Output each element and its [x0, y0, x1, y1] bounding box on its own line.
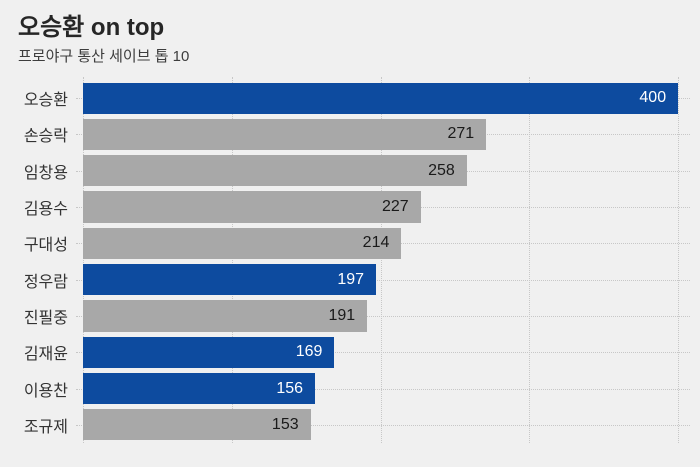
category-label: 진필중: [23, 309, 68, 327]
bar-이용찬: 156: [83, 372, 316, 405]
chart-row: 김용수 227: [0, 189, 700, 225]
value-label: 400: [639, 89, 667, 107]
row-gridline: [76, 279, 690, 281]
bar-구대성: 214: [83, 227, 402, 259]
value-label: 271: [447, 125, 475, 143]
gridline-x-400: [678, 77, 680, 443]
vertical-gridlines: [83, 77, 690, 443]
chart-row: 정우람 197: [0, 261, 700, 297]
rows: 오승환 400 손승락 271 임창용 258 김용수 227 구대성 214 정우람 197 진필중 1…: [0, 80, 700, 443]
value-label: 156: [276, 379, 304, 397]
chart-row: 김재윤 169: [0, 334, 700, 370]
chart-header: 오승환 on top 프로야구 통산 세이브 톱 10: [18, 13, 189, 66]
gridline-x-100: [231, 77, 233, 443]
chart-subtitle: 프로야구 통산 세이브 톱 10: [18, 48, 190, 65]
category-label: 이용찬: [23, 382, 68, 400]
bar-track: 169: [76, 334, 690, 370]
value-label: 227: [382, 198, 409, 216]
category-label: 손승락: [23, 128, 68, 146]
value-label: 214: [362, 234, 390, 252]
bar-track: 153: [76, 407, 690, 443]
bar-chart: 오승환 400 손승락 271 임창용 258 김용수 227 구대성 214 정우람 197 진필중 1…: [0, 77, 700, 443]
category-label: 오승환: [23, 92, 68, 110]
chart-row: 손승락 271: [0, 116, 700, 152]
bar-진필중: 191: [83, 300, 368, 332]
bar-김용수: 227: [83, 191, 421, 223]
value-label: 169: [295, 343, 323, 361]
bar-오승환: 400: [83, 82, 679, 114]
value-label: 197: [337, 270, 365, 288]
bar-임창용: 258: [83, 155, 467, 187]
gridline-x-0: [83, 77, 84, 443]
gridline-x-200: [380, 77, 382, 443]
chart-row: 이용찬 156: [0, 370, 700, 406]
bar-track: 197: [76, 261, 690, 297]
bar-김재윤: 169: [83, 336, 335, 368]
category-label: 김재윤: [23, 346, 68, 364]
bar-track: 156: [76, 370, 690, 406]
row-gridline: [76, 424, 690, 426]
chart-row: 임창용 258: [0, 153, 700, 189]
gridline-x-300: [529, 77, 531, 443]
chart-row: 오승환 400: [0, 80, 700, 116]
bar-track: 191: [76, 298, 690, 334]
bar-track: 400: [76, 80, 690, 116]
chart-row: 조규제 153: [0, 407, 700, 443]
category-label: 임창용: [23, 164, 68, 182]
bar-track: 271: [76, 116, 690, 152]
chart-row: 진필중 191: [0, 298, 700, 334]
chart-title: 오승환 on top: [18, 14, 165, 41]
category-label: 구대성: [23, 237, 68, 255]
value-label: 258: [428, 161, 455, 179]
bar-track: 214: [76, 225, 690, 261]
category-label: 조규제: [23, 418, 68, 436]
chart-row: 구대성 214: [0, 225, 700, 261]
bar-정우람: 197: [83, 263, 377, 296]
row-gridline: [76, 388, 690, 390]
bar-조규제: 153: [83, 409, 311, 441]
row-gridline: [76, 315, 690, 317]
row-gridline: [76, 352, 690, 354]
bar-손승락: 271: [83, 118, 487, 151]
category-label: 정우람: [23, 273, 68, 291]
value-label: 191: [328, 306, 356, 324]
category-label: 김용수: [23, 201, 68, 219]
bar-track: 258: [76, 153, 690, 189]
value-label: 153: [271, 415, 299, 433]
bar-track: 227: [76, 189, 690, 225]
